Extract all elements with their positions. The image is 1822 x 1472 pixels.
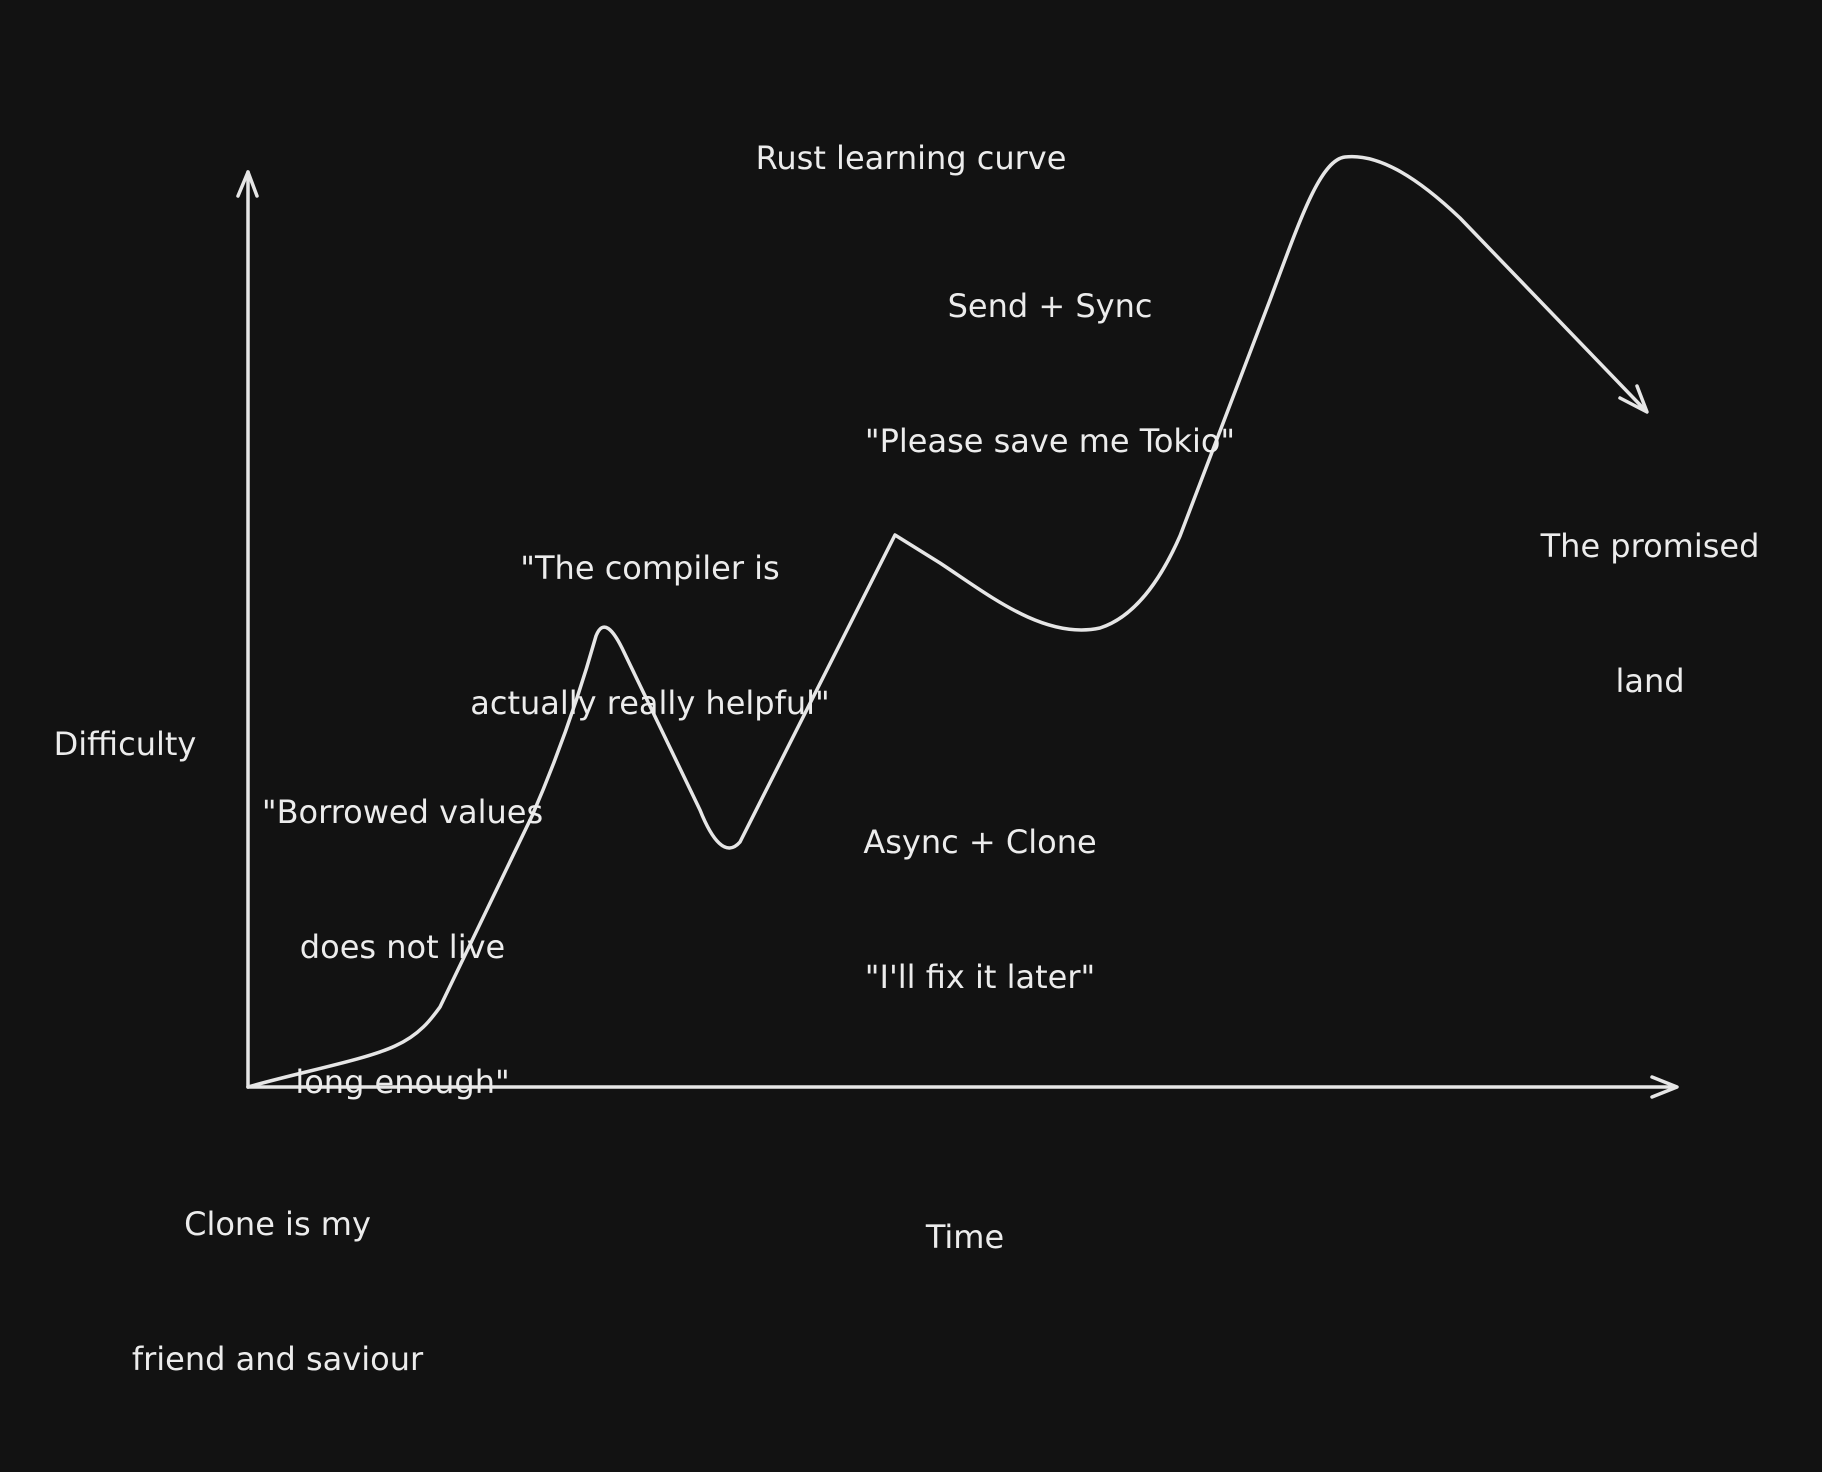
diagram-canvas xyxy=(236,154,1679,1099)
annotation-send-sync: Send + Sync "Please save me Tokio" xyxy=(830,194,1270,554)
annotation-start-line-1: Clone is my xyxy=(184,1205,371,1243)
annotation-borrowed-line-1: "Borrowed values xyxy=(261,793,544,831)
annotation-async-clone: Async + Clone "I'll fix it later" xyxy=(820,730,1140,1090)
annotation-promised-land-line-2: land xyxy=(1615,662,1685,700)
curve-arrowhead xyxy=(1618,384,1649,414)
annotation-promised-land-line-1: The promised xyxy=(1540,527,1760,565)
annotation-promised-land: The promised land xyxy=(1520,434,1780,794)
annotation-start-line-2: friend and saviour xyxy=(131,1340,424,1378)
annotation-send-sync-line-1: Send + Sync xyxy=(947,287,1153,325)
curve-line xyxy=(246,154,1647,1089)
annotation-async-clone-line-1: Async + Clone xyxy=(863,823,1097,861)
annotation-borrowed-line-2: does not live xyxy=(299,928,506,966)
annotation-borrowed-line-3: long enough" xyxy=(295,1063,510,1101)
annotation-send-sync-line-2: "Please save me Tokio" xyxy=(864,422,1236,460)
annotation-compiler: "The compiler is actually really helpful… xyxy=(420,456,880,816)
diagram-title: Rust learning curve xyxy=(711,46,1111,271)
annotation-compiler-line-2: actually really helpful" xyxy=(470,684,830,722)
annotation-async-clone-line-2: "I'll fix it later" xyxy=(864,958,1096,996)
y-axis-arrowhead xyxy=(236,170,259,198)
title-text: Rust learning curve xyxy=(755,139,1067,177)
y-axis xyxy=(236,170,259,1089)
annotation-compiler-line-1: "The compiler is xyxy=(520,549,780,587)
annotation-borrowed: "Borrowed values does not live long enou… xyxy=(235,700,570,1195)
x-axis-arrowhead xyxy=(1650,1075,1679,1099)
learning-curve xyxy=(246,154,1649,1089)
y-axis-label: Difficulty xyxy=(20,632,230,857)
y-axis-label-text: Difficulty xyxy=(53,725,197,763)
x-axis xyxy=(246,1075,1679,1099)
